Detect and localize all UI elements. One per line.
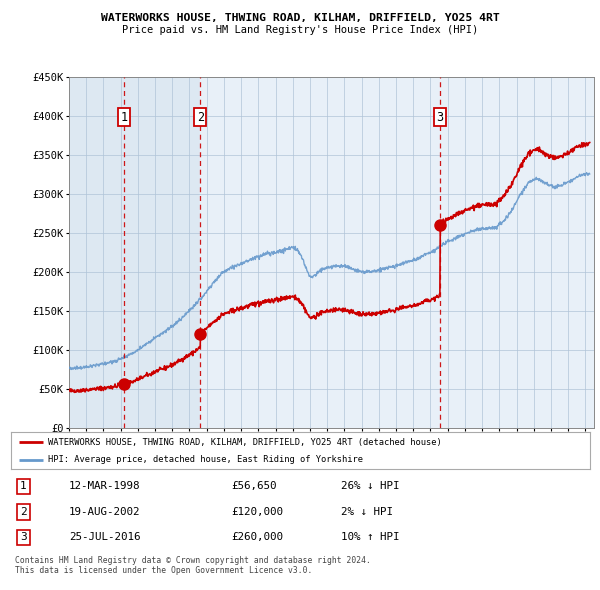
- Text: 25-JUL-2016: 25-JUL-2016: [69, 532, 140, 542]
- Text: 19-AUG-2002: 19-AUG-2002: [69, 507, 140, 517]
- Text: WATERWORKS HOUSE, THWING ROAD, KILHAM, DRIFFIELD, YO25 4RT (detached house): WATERWORKS HOUSE, THWING ROAD, KILHAM, D…: [49, 438, 442, 447]
- Text: 2: 2: [20, 507, 27, 517]
- Text: £260,000: £260,000: [231, 532, 283, 542]
- Text: £120,000: £120,000: [231, 507, 283, 517]
- Text: 26% ↓ HPI: 26% ↓ HPI: [341, 481, 400, 491]
- Bar: [69, 77, 124, 428]
- Text: 1: 1: [20, 481, 27, 491]
- Text: Price paid vs. HM Land Registry's House Price Index (HPI): Price paid vs. HM Land Registry's House …: [122, 25, 478, 35]
- Bar: [124, 77, 200, 428]
- Bar: [200, 77, 594, 428]
- Text: HPI: Average price, detached house, East Riding of Yorkshire: HPI: Average price, detached house, East…: [49, 455, 364, 464]
- Text: 1: 1: [121, 110, 127, 123]
- Text: 2% ↓ HPI: 2% ↓ HPI: [341, 507, 393, 517]
- Text: 2: 2: [197, 110, 204, 123]
- Text: Contains HM Land Registry data © Crown copyright and database right 2024.
This d: Contains HM Land Registry data © Crown c…: [15, 556, 371, 575]
- Text: 3: 3: [20, 532, 27, 542]
- Text: WATERWORKS HOUSE, THWING ROAD, KILHAM, DRIFFIELD, YO25 4RT: WATERWORKS HOUSE, THWING ROAD, KILHAM, D…: [101, 13, 499, 23]
- Text: 3: 3: [437, 110, 443, 123]
- Text: 10% ↑ HPI: 10% ↑ HPI: [341, 532, 400, 542]
- Text: £56,650: £56,650: [231, 481, 277, 491]
- Text: 12-MAR-1998: 12-MAR-1998: [69, 481, 140, 491]
